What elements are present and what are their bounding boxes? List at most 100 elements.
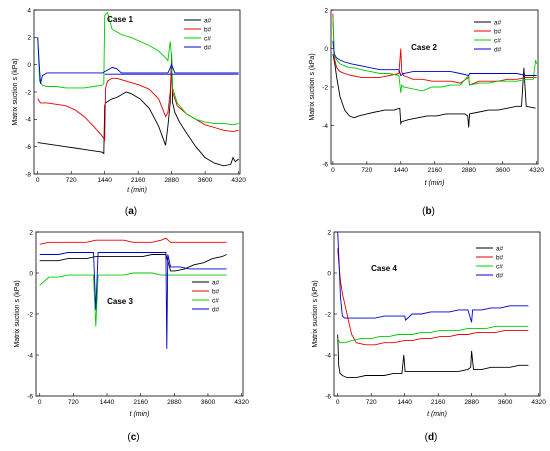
series-line-c xyxy=(332,17,538,93)
y-axis-label: Matrix suction s (kPa) xyxy=(312,280,319,347)
chart-c: 0 720 1440 2160 2880 3600 4320 -6 -4 -2 0 2 Matrix s… xyxy=(14,229,249,443)
x-tick-label: 4320 xyxy=(231,177,246,184)
legend: a# b# c# d# xyxy=(184,17,212,51)
legend-label: d# xyxy=(494,46,502,53)
series-line-a xyxy=(37,53,239,167)
x-tick-label: 4320 xyxy=(234,399,249,406)
legend-label: b# xyxy=(496,254,504,261)
legend-label: d# xyxy=(212,306,220,313)
x-tick-label: 3600 xyxy=(495,167,510,174)
y-tick-label: 0 xyxy=(27,62,31,69)
legend-label: b# xyxy=(494,28,502,35)
legend: a# b# c# d# xyxy=(474,19,502,53)
y-tick-label: -8 xyxy=(25,171,31,178)
x-axis-label: t (min) xyxy=(427,411,447,418)
legend: a# b# c# d# xyxy=(192,279,220,313)
y-axis-label: Matrix suction s (kPa) xyxy=(14,280,21,347)
x-tick-label: 0 xyxy=(331,167,335,174)
x-tick-label: 2880 xyxy=(167,399,182,406)
legend: a# b# c# d# xyxy=(476,245,504,279)
series-line-c xyxy=(337,325,529,344)
x-tick-label: 2880 xyxy=(461,167,476,174)
y-tick-label: -2 xyxy=(25,89,31,96)
series-line-b xyxy=(37,67,239,142)
y-tick-label: -6 xyxy=(27,393,33,400)
series-line-d xyxy=(37,37,239,84)
panel-label: (c) xyxy=(127,432,139,443)
x-tick-label: 0 xyxy=(36,177,40,184)
series-line-b xyxy=(39,237,227,245)
x-tick-label: 1440 xyxy=(100,399,115,406)
x-axis-label: t (min) xyxy=(130,411,150,418)
series-line-b xyxy=(337,248,529,346)
y-tick-label: -4 xyxy=(325,352,331,359)
x-tick-label: 2880 xyxy=(464,399,479,406)
y-tick-label: -2 xyxy=(322,84,328,91)
y-tick-label: 0 xyxy=(29,270,33,277)
y-tick-label: -4 xyxy=(27,352,33,359)
series-line-d xyxy=(332,40,537,77)
y-axis-label: Matrix suction s (kPa) xyxy=(309,53,316,120)
series-line-c xyxy=(39,272,227,327)
x-tick-label: 1440 xyxy=(397,399,412,406)
chart-b: 0 720 1440 2160 2880 3600 4320 -6 -4 -2 0 2 Matrix s… xyxy=(309,7,544,217)
legend-label: d# xyxy=(204,44,212,51)
series-line-d xyxy=(337,232,529,323)
x-tick-label: 3600 xyxy=(201,399,216,406)
legend-label: d# xyxy=(496,272,504,279)
x-tick-label: 2160 xyxy=(428,167,443,174)
series-line-a xyxy=(337,334,529,379)
y-tick-label: -6 xyxy=(25,144,31,151)
legend-label: b# xyxy=(212,288,220,295)
legend-label: b# xyxy=(204,26,212,33)
y-tick-label: -6 xyxy=(322,161,328,168)
x-tick-label: 2160 xyxy=(133,399,148,406)
panel-label: (d) xyxy=(425,432,438,443)
y-tick-label: -4 xyxy=(25,117,31,124)
legend-label: c# xyxy=(204,35,211,42)
series-line-b xyxy=(332,13,537,86)
y-tick-label: 2 xyxy=(324,7,328,14)
x-tick-label: 0 xyxy=(336,399,340,406)
y-tick-label: -2 xyxy=(27,311,33,318)
x-tick-label: 4320 xyxy=(531,399,546,406)
chart-d: 0 720 1440 2160 2880 3600 4320 -6 -4 -2 0 2 Matrix s… xyxy=(312,229,546,443)
x-tick-label: 720 xyxy=(366,399,377,406)
x-tick-label: 2160 xyxy=(431,399,446,406)
series-line-a xyxy=(39,254,227,272)
legend-label: a# xyxy=(494,19,502,26)
series-line-a xyxy=(332,54,536,128)
y-tick-label: 0 xyxy=(324,46,328,53)
x-axis-label: t (min) xyxy=(425,180,445,187)
x-tick-label: 0 xyxy=(38,399,42,406)
y-tick-label: -2 xyxy=(325,311,331,318)
x-axis-label: t (min) xyxy=(127,187,147,194)
x-tick-label: 3600 xyxy=(498,399,513,406)
chart-a: 0 720 1440 2160 2880 3600 4320 -8 -6 -4 -2 0 2 4 Matri… xyxy=(12,7,246,217)
legend-label: c# xyxy=(496,263,503,270)
y-axis-label: Matrix suction s (kPa) xyxy=(12,58,19,125)
series-line-c xyxy=(37,11,239,126)
y-tick-label: 2 xyxy=(327,229,331,236)
panel-label: (b) xyxy=(422,206,435,217)
y-tick-label: -6 xyxy=(325,393,331,400)
chart-title: Case 3 xyxy=(107,297,133,306)
x-tick-label: 3600 xyxy=(198,177,213,184)
y-tick-label: 0 xyxy=(327,270,331,277)
legend-label: a# xyxy=(496,245,504,252)
series-line-d xyxy=(39,252,227,349)
x-tick-label: 4320 xyxy=(529,167,544,174)
legend-label: a# xyxy=(212,279,220,286)
x-tick-label: 2160 xyxy=(131,177,146,184)
legend-label: c# xyxy=(494,37,501,44)
x-tick-label: 720 xyxy=(66,177,77,184)
y-tick-label: 2 xyxy=(27,35,31,42)
panel-label: (a) xyxy=(125,206,137,217)
chart-title: Case 1 xyxy=(107,15,133,24)
chart-title: Case 2 xyxy=(411,43,437,52)
x-tick-label: 1440 xyxy=(97,177,112,184)
legend-label: a# xyxy=(204,17,212,24)
y-tick-label: 4 xyxy=(27,7,31,14)
